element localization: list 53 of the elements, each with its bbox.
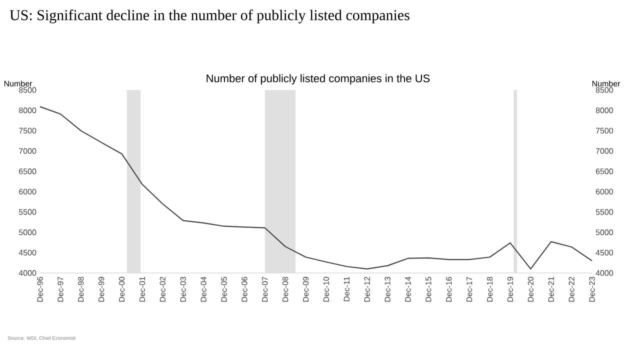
y2-tick-label: 4000 [596, 270, 614, 276]
chart-title: US: Significant decline in the number of publicly listed companies [10, 10, 410, 24]
x-tick-label: Dec-04 [200, 276, 206, 302]
y2-tick-label: 7500 [596, 128, 614, 134]
x-tick-label: Dec-22 [568, 276, 574, 302]
x-tick-label: Dec-15 [426, 276, 432, 302]
x-tick-label: Dec-14 [405, 276, 411, 302]
y2-tick-label: 5500 [596, 209, 614, 215]
y-tick-label: 8500 [19, 87, 36, 93]
y-tick-label: 5500 [18, 209, 36, 215]
y-tick-label: 4000 [18, 270, 36, 276]
x-tick-label: Dec-01 [139, 276, 146, 302]
x-tick-label: Dec-03 [180, 276, 186, 302]
y2-tick-label: 7000 [596, 148, 614, 154]
x-tick-label: Dec-12 [364, 276, 370, 302]
y-axis-title: Number [4, 80, 32, 86]
x-tick-label: Dec-08 [282, 276, 288, 302]
y-tick-label: 7500 [19, 128, 36, 134]
y-tick-label: 7000 [19, 148, 36, 154]
x-tick-label: Dec-02 [160, 276, 166, 302]
y2-tick-label: 8000 [596, 108, 614, 114]
y2-tick-label: 6000 [596, 188, 614, 194]
y-tick-label: 4500 [18, 250, 36, 256]
y2-tick-label: 5000 [596, 230, 614, 236]
y2-tick-label: 6500 [596, 168, 614, 174]
y2-axis-title: Number [592, 80, 620, 86]
x-tick-label: Dec-23 [589, 276, 595, 302]
y-tick-label: 6500 [19, 168, 36, 174]
x-tick-label: Dec-06 [242, 276, 248, 302]
line-series [39, 106, 593, 270]
x-tick-label: Dec-18 [486, 276, 493, 302]
x-tick-label: Dec-07 [262, 276, 268, 302]
x-tick-label: Dec-09 [302, 276, 309, 302]
x-tick-label: Dec-00 [118, 276, 125, 302]
x-tick-label: Dec-16 [446, 276, 452, 302]
x-tick-label: Dec-05 [221, 276, 227, 302]
y2-tick-label: 8500 [596, 87, 614, 93]
y-tick-label: 5000 [18, 230, 36, 236]
x-tick-label: Dec-98 [78, 276, 84, 302]
x-tick-label: Dec-10 [323, 276, 330, 302]
x-tick-label: Dec-19 [507, 276, 514, 302]
x-tick-label: Dec-13 [384, 276, 390, 302]
x-tick-label: Dec-96 [37, 276, 43, 302]
x-tick-label: Dec-21 [548, 276, 554, 302]
x-tick-label: Dec-17 [466, 276, 472, 302]
chart-subtitle: Number of publicly listed companies in the US [206, 74, 430, 84]
y2-tick-label: 4500 [596, 250, 614, 256]
x-tick-label: Dec-20 [528, 276, 534, 302]
y-tick-label: 8000 [19, 108, 36, 114]
x-tick-label: Dec-99 [98, 276, 104, 302]
y-tick-label: 6000 [19, 188, 36, 194]
x-tick-label: Dec-97 [58, 276, 64, 302]
x-tick-label: Dec-11 [344, 276, 350, 302]
